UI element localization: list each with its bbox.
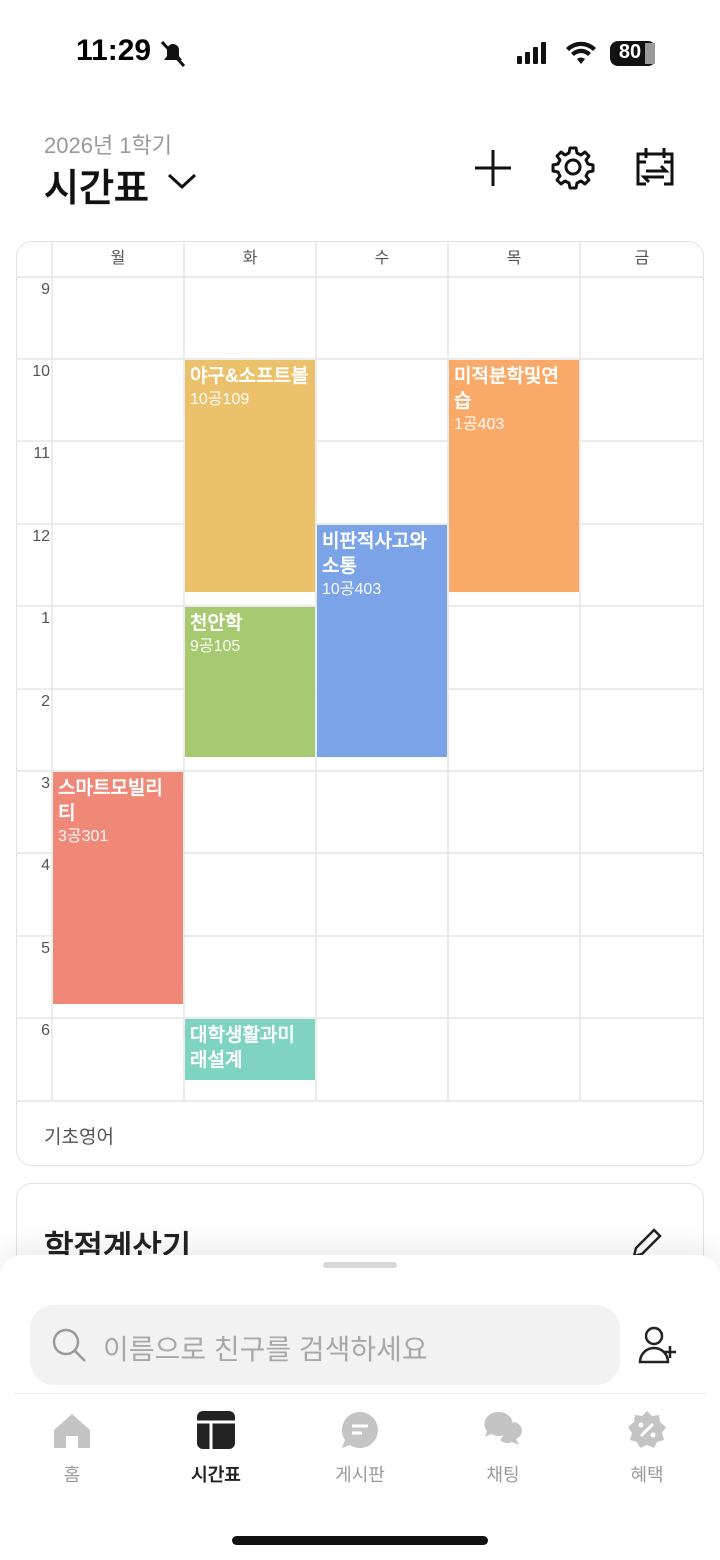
course-block[interactable]: 대학생활과미래설계 xyxy=(185,1019,315,1080)
search-placeholder: 이름으로 친구를 검색하세요 xyxy=(103,1334,428,1365)
status-time: 11:29 xyxy=(76,34,152,67)
tab-board[interactable]: 게시판 xyxy=(310,1410,410,1487)
hour-label: 6 xyxy=(41,1022,50,1039)
hour-label: 9 xyxy=(41,281,50,298)
day-header: 월 xyxy=(110,250,126,267)
bottom-sheet xyxy=(0,1255,720,1560)
tab-label: 혜택 xyxy=(630,1465,664,1485)
course-name: 대학생활과미래설계 xyxy=(190,1025,295,1071)
tab-icon xyxy=(341,1412,378,1448)
course-room: 10공109 xyxy=(190,391,250,408)
tab-icon xyxy=(484,1411,522,1445)
hour-label: 10 xyxy=(32,363,50,380)
course-block[interactable]: 비판적사고와소통 10공403 xyxy=(317,525,447,757)
unscheduled-course[interactable]: 기초영어 xyxy=(44,1127,114,1148)
course-block[interactable]: 야구&소프트볼 10공109 xyxy=(185,360,315,592)
tab-icon xyxy=(628,1411,666,1448)
course-name: 미적분학및연습 xyxy=(454,366,559,412)
search-box[interactable] xyxy=(30,1305,620,1385)
tab-label: 시간표 xyxy=(191,1465,241,1485)
course-name: 비판적사고와소통 xyxy=(322,531,427,577)
tab-timetable[interactable]: 시간표 xyxy=(166,1410,266,1487)
tab-label: 홈 xyxy=(63,1465,81,1485)
add-friend-button[interactable] xyxy=(636,1322,682,1368)
semester-label: 2026년 1학기 xyxy=(44,133,173,158)
search-icon xyxy=(52,1328,86,1362)
home-indicator xyxy=(232,1536,488,1545)
course-room: 10공403 xyxy=(322,581,382,598)
course-room: 3공301 xyxy=(58,828,109,845)
tab-chat[interactable]: 채팅 xyxy=(453,1410,553,1487)
tab-icon xyxy=(54,1414,90,1448)
day-header: 목 xyxy=(506,250,522,267)
course-block[interactable]: 미적분학및연습 1공403 xyxy=(449,360,579,592)
dropdown-icon[interactable] xyxy=(166,170,198,192)
hour-label: 4 xyxy=(41,857,50,874)
course-name: 야구&소프트볼 xyxy=(190,366,309,387)
course-room: 1공403 xyxy=(454,416,505,433)
timetable-frame xyxy=(16,241,704,1166)
hour-label: 12 xyxy=(32,528,50,545)
edit-icon[interactable] xyxy=(628,1226,664,1262)
day-header: 금 xyxy=(634,250,650,267)
tab-label: 채팅 xyxy=(486,1465,520,1485)
course-block[interactable]: 천안학 9공105 xyxy=(185,607,315,757)
page-title[interactable]: 시간표 xyxy=(44,168,149,210)
course-name: 스마트모빌리티 xyxy=(58,778,163,824)
course-room: 9공105 xyxy=(190,638,241,655)
status-icons xyxy=(517,41,655,66)
hour-label: 1 xyxy=(41,610,50,627)
hour-label: 5 xyxy=(41,940,50,957)
course-block[interactable]: 스마트모빌리티 3공301 xyxy=(53,772,183,1004)
tab-benefits[interactable]: 혜택 xyxy=(597,1410,697,1487)
mute-icon xyxy=(160,40,186,68)
tab-home[interactable]: 홈 xyxy=(22,1410,122,1487)
day-header: 화 xyxy=(242,250,258,267)
course-name: 천안학 xyxy=(190,613,243,634)
share-button[interactable] xyxy=(632,144,678,190)
day-header: 수 xyxy=(374,250,390,267)
hour-label: 2 xyxy=(41,693,50,710)
battery-level: 80 xyxy=(618,41,642,63)
tab-icon xyxy=(197,1411,235,1449)
hour-label: 11 xyxy=(33,445,50,462)
hour-label: 3 xyxy=(41,775,50,792)
sheet-handle[interactable] xyxy=(323,1262,397,1268)
tab-label: 게시판 xyxy=(335,1465,385,1485)
add-button[interactable] xyxy=(470,145,516,191)
divider xyxy=(14,1393,706,1394)
settings-button[interactable] xyxy=(550,144,596,190)
